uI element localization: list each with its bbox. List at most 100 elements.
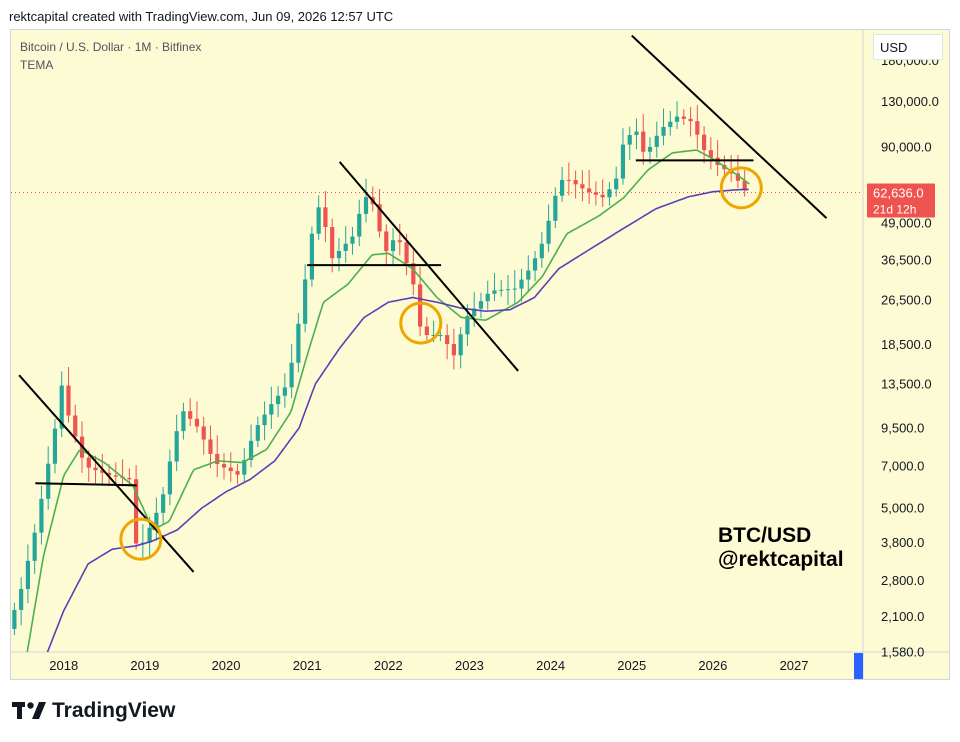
candle: [424, 316, 429, 344]
candle-body: [661, 127, 666, 136]
candle-body: [86, 457, 91, 468]
candle-body: [12, 609, 17, 629]
candle: [282, 373, 287, 408]
candle-body: [106, 472, 112, 476]
candle: [492, 272, 497, 302]
candle: [309, 226, 315, 287]
time-tick-label: 2022: [374, 658, 403, 673]
candle-body: [242, 460, 247, 475]
candle-body: [485, 293, 490, 302]
candle-body: [499, 289, 504, 291]
candle: [688, 106, 693, 137]
candle: [634, 118, 639, 150]
highlight-circle: [119, 517, 163, 561]
candle-body: [384, 231, 389, 252]
candle: [377, 188, 382, 238]
candle: [627, 126, 632, 160]
candle-body: [553, 195, 558, 221]
candle-body: [465, 316, 470, 335]
watermark-pair: BTC/USD: [718, 524, 812, 547]
candle: [316, 195, 321, 240]
candle-body: [539, 243, 544, 259]
candle-body: [93, 467, 98, 471]
price-tick-label: 26,500.0: [881, 292, 932, 307]
candle: [695, 104, 700, 149]
candle-body: [614, 178, 619, 190]
price-tick-label: 1,580.0: [881, 645, 924, 660]
candle-body: [127, 477, 132, 480]
candle: [154, 497, 159, 541]
price-tick-label: 49,000.0: [881, 216, 932, 231]
candle-body: [330, 226, 335, 259]
candle: [701, 126, 707, 164]
candle-body: [472, 308, 477, 317]
candle-body: [25, 560, 31, 590]
candle-body: [593, 192, 599, 195]
candle-body: [73, 415, 78, 437]
candle: [580, 170, 585, 202]
price-tick-label: 7,000.0: [881, 459, 924, 474]
trendline: [338, 161, 519, 372]
candle: [248, 424, 254, 468]
candle-body: [620, 144, 626, 179]
candle: [539, 231, 544, 268]
candle-body: [607, 189, 612, 198]
candle: [215, 435, 220, 478]
trendline: [631, 34, 828, 219]
indicator-legend[interactable]: TEMA: [20, 58, 54, 72]
candle: [86, 450, 91, 482]
candle-body: [113, 475, 118, 477]
chart-area[interactable]: 180,000.0 130,000.0 90,000.0 49,000.0 36,500…: [10, 29, 950, 680]
candle: [668, 111, 673, 136]
candle: [242, 448, 247, 484]
candle-body: [167, 461, 173, 495]
candle: [221, 453, 227, 480]
time-tick-label: 2020: [212, 658, 241, 673]
candle-body: [424, 326, 429, 336]
time-tick-label: 2026: [698, 658, 727, 673]
plot-background: [11, 30, 863, 652]
tema-fast-line: [26, 149, 750, 653]
highlight-circle: [719, 166, 763, 210]
candle: [350, 226, 355, 255]
candle-body: [309, 233, 315, 280]
time-tick-label: 2027: [780, 658, 809, 673]
candle-body: [289, 362, 294, 388]
candle-body: [235, 471, 240, 475]
candle-body: [451, 344, 457, 356]
currency-button[interactable]: USD: [873, 34, 943, 60]
candle: [39, 485, 44, 545]
candle-body: [627, 135, 632, 145]
candle: [66, 367, 71, 423]
candle-body: [19, 589, 24, 610]
candle: [546, 204, 551, 253]
price-tick-label: 2,100.0: [881, 609, 924, 624]
candle: [390, 228, 396, 266]
candle: [167, 449, 173, 506]
candle-body: [634, 131, 639, 136]
candle-body: [600, 194, 605, 198]
candle: [499, 280, 504, 297]
footer-brand: TradingView: [12, 698, 175, 724]
candle-body: [201, 426, 206, 440]
scroll-to-realtime-button[interactable]: [854, 653, 863, 679]
candle: [269, 386, 274, 429]
candle-body: [194, 418, 200, 427]
candle-body: [492, 290, 497, 294]
candle: [188, 398, 193, 427]
candle-body: [350, 236, 355, 244]
candle: [73, 404, 78, 443]
candle: [330, 218, 335, 273]
candle: [323, 190, 328, 243]
candle-body: [343, 243, 348, 251]
price-tick-label: 13,500.0: [881, 377, 932, 392]
candle: [397, 223, 402, 256]
symbol-legend[interactable]: Bitcoin / U.S. Dollar · 1M · Bitfinex: [20, 40, 202, 54]
candle: [478, 292, 484, 319]
candle-body: [100, 470, 105, 473]
time-tick-label: 2019: [130, 658, 159, 673]
price-chart[interactable]: 180,000.0130,000.090,000.049,000.036,500…: [11, 30, 949, 679]
time-tick-label: 2024: [536, 658, 565, 673]
candle-body: [221, 464, 227, 468]
candle: [174, 414, 179, 472]
